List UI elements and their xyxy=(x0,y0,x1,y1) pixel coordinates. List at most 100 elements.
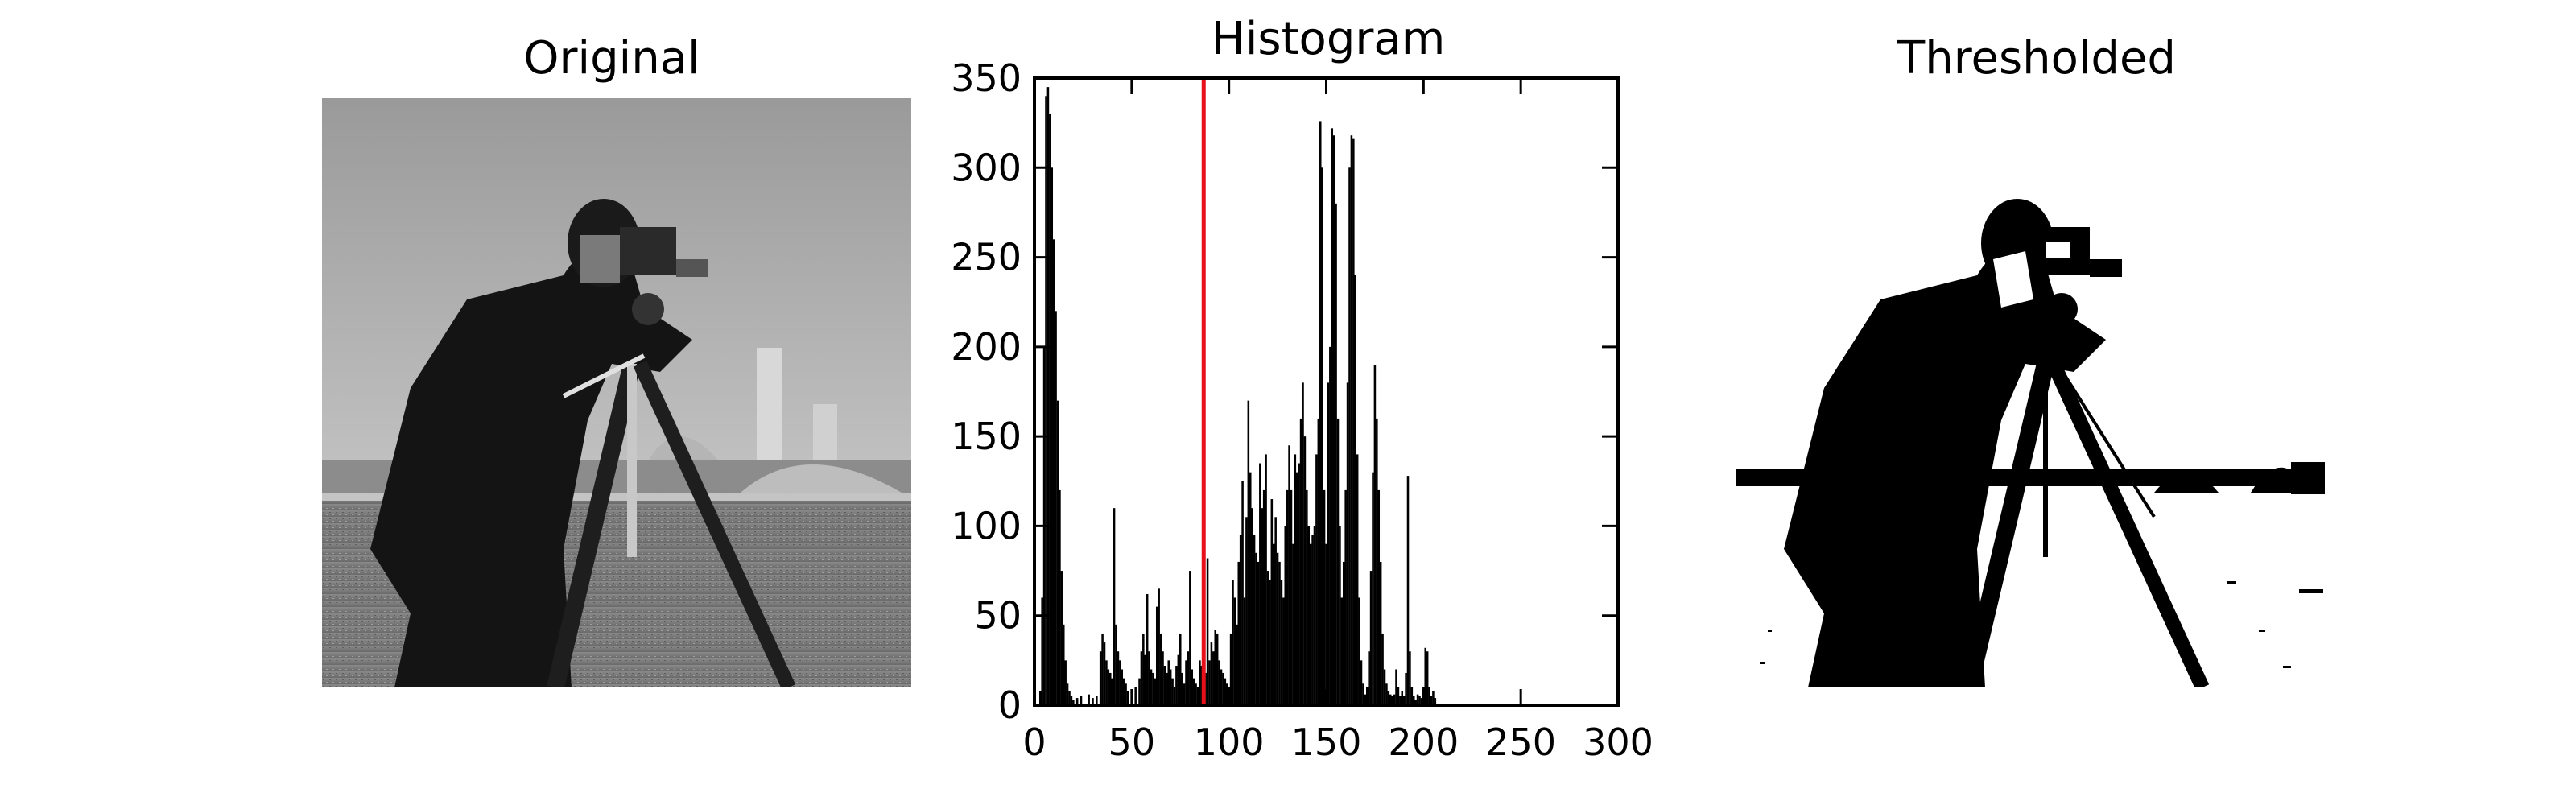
histogram-bar xyxy=(1428,687,1430,705)
histogram-bar xyxy=(1315,454,1318,705)
histogram-bar xyxy=(1299,418,1302,705)
histogram-bar xyxy=(1307,526,1311,705)
histogram-bar xyxy=(1348,167,1351,706)
histogram-bar xyxy=(1401,691,1404,705)
histogram-bar xyxy=(1424,647,1427,705)
histogram-bar xyxy=(1080,696,1083,705)
histogram-bar xyxy=(1111,678,1113,705)
histogram-bar xyxy=(1236,624,1238,705)
histogram-bar xyxy=(1212,651,1215,705)
histogram-bar xyxy=(1432,691,1435,705)
histogram-bar xyxy=(1325,543,1327,705)
histogram-bar xyxy=(1434,698,1437,705)
histogram-bar xyxy=(1158,588,1160,705)
histogram-bar xyxy=(1253,535,1256,705)
histogram-bar xyxy=(1117,651,1120,705)
histogram-bar xyxy=(1395,669,1397,705)
histogram-bar xyxy=(1385,683,1388,705)
histogram-bar xyxy=(1303,436,1307,705)
histogram-bar xyxy=(1214,630,1217,705)
histogram-bar xyxy=(1070,696,1073,705)
histogram-bar xyxy=(1142,633,1145,705)
histogram-bar xyxy=(1412,696,1415,705)
histogram-bar xyxy=(1046,87,1050,705)
histogram-bar xyxy=(1052,239,1055,705)
histogram-bar xyxy=(1331,128,1334,705)
histogram-bar xyxy=(1210,642,1213,705)
histogram-bar xyxy=(1138,678,1141,705)
thresholded-image xyxy=(1736,98,2325,687)
histogram-bar xyxy=(1381,633,1384,705)
histogram-bar xyxy=(1191,669,1194,705)
histogram-bar xyxy=(1239,535,1242,705)
histogram-bar xyxy=(1072,700,1075,705)
histogram-bar xyxy=(1233,597,1236,705)
histogram-bar xyxy=(1038,691,1042,705)
histogram-bar xyxy=(1181,672,1183,705)
histogram-bar xyxy=(1206,558,1209,705)
histogram-bar xyxy=(1064,660,1067,705)
histogram-bar xyxy=(1377,489,1381,705)
histogram-bar xyxy=(1288,445,1290,705)
histogram-bar xyxy=(1249,472,1252,705)
histogram-bar xyxy=(1280,580,1283,705)
histogram-bar xyxy=(1416,694,1419,705)
histogram-bar xyxy=(1099,651,1102,705)
histogram-bar xyxy=(1342,561,1345,705)
histogram-bar xyxy=(1339,526,1341,705)
histogram-bar xyxy=(1327,382,1330,705)
histogram-bar xyxy=(1356,454,1359,705)
histogram-bar xyxy=(1294,454,1297,705)
histogram-bar xyxy=(1262,489,1265,705)
histogram-bar xyxy=(1167,660,1170,705)
histogram-bar xyxy=(1402,696,1406,705)
histogram-bar xyxy=(1220,669,1223,705)
histogram-bar xyxy=(1173,687,1176,705)
histogram-bar xyxy=(1393,694,1396,705)
histogram-bar xyxy=(1409,651,1411,705)
histogram-bar xyxy=(1101,633,1104,705)
histogram-bar xyxy=(1189,571,1191,705)
histogram-bar xyxy=(1364,694,1367,705)
histogram-bar xyxy=(1426,651,1429,705)
histogram-bar xyxy=(1171,678,1174,705)
histogram-bar xyxy=(1232,580,1234,705)
histogram-bar xyxy=(1155,606,1158,705)
x-tick-label: 50 xyxy=(1108,720,1156,764)
original-image xyxy=(322,98,911,687)
histogram-bar xyxy=(1208,660,1211,705)
histogram-bar xyxy=(1088,694,1090,705)
x-tick-label: 0 xyxy=(1022,720,1046,764)
histogram-bar xyxy=(1146,594,1149,705)
histogram-bar xyxy=(1309,543,1312,705)
y-tick-label: 300 xyxy=(951,146,1022,189)
histogram-bar xyxy=(1354,275,1357,706)
histogram-bar xyxy=(1272,543,1275,705)
x-tick-label: 300 xyxy=(1583,720,1653,764)
histogram-bar xyxy=(1245,517,1248,705)
histogram-bar xyxy=(1290,489,1293,705)
histogram-bar xyxy=(1313,526,1316,705)
histogram-bar xyxy=(1344,489,1347,705)
histogram-bar xyxy=(1041,597,1043,705)
thresholded-title: Thresholded xyxy=(1897,32,2176,85)
histogram-bar xyxy=(1152,672,1154,705)
x-tick-label: 250 xyxy=(1485,720,1556,764)
histogram-bar xyxy=(1358,597,1360,705)
histogram-bar xyxy=(1340,597,1344,705)
histogram-bar xyxy=(1274,517,1277,705)
histogram-bar xyxy=(1368,651,1370,705)
histogram-bar xyxy=(1350,135,1353,706)
x-tick-label: 200 xyxy=(1388,720,1459,764)
x-tick-label: 150 xyxy=(1291,720,1362,764)
histogram-bar xyxy=(1195,683,1197,705)
histogram-title: Histogram xyxy=(1211,13,1446,65)
histogram-bar xyxy=(1222,672,1224,705)
histogram-bar xyxy=(1278,561,1281,705)
histogram-bar xyxy=(1257,561,1260,705)
histogram-bar xyxy=(1105,660,1108,705)
histogram-bar xyxy=(1126,691,1129,705)
histogram-bar xyxy=(1391,696,1393,705)
histogram-bar xyxy=(1405,672,1407,705)
histogram-bar xyxy=(1259,463,1261,705)
